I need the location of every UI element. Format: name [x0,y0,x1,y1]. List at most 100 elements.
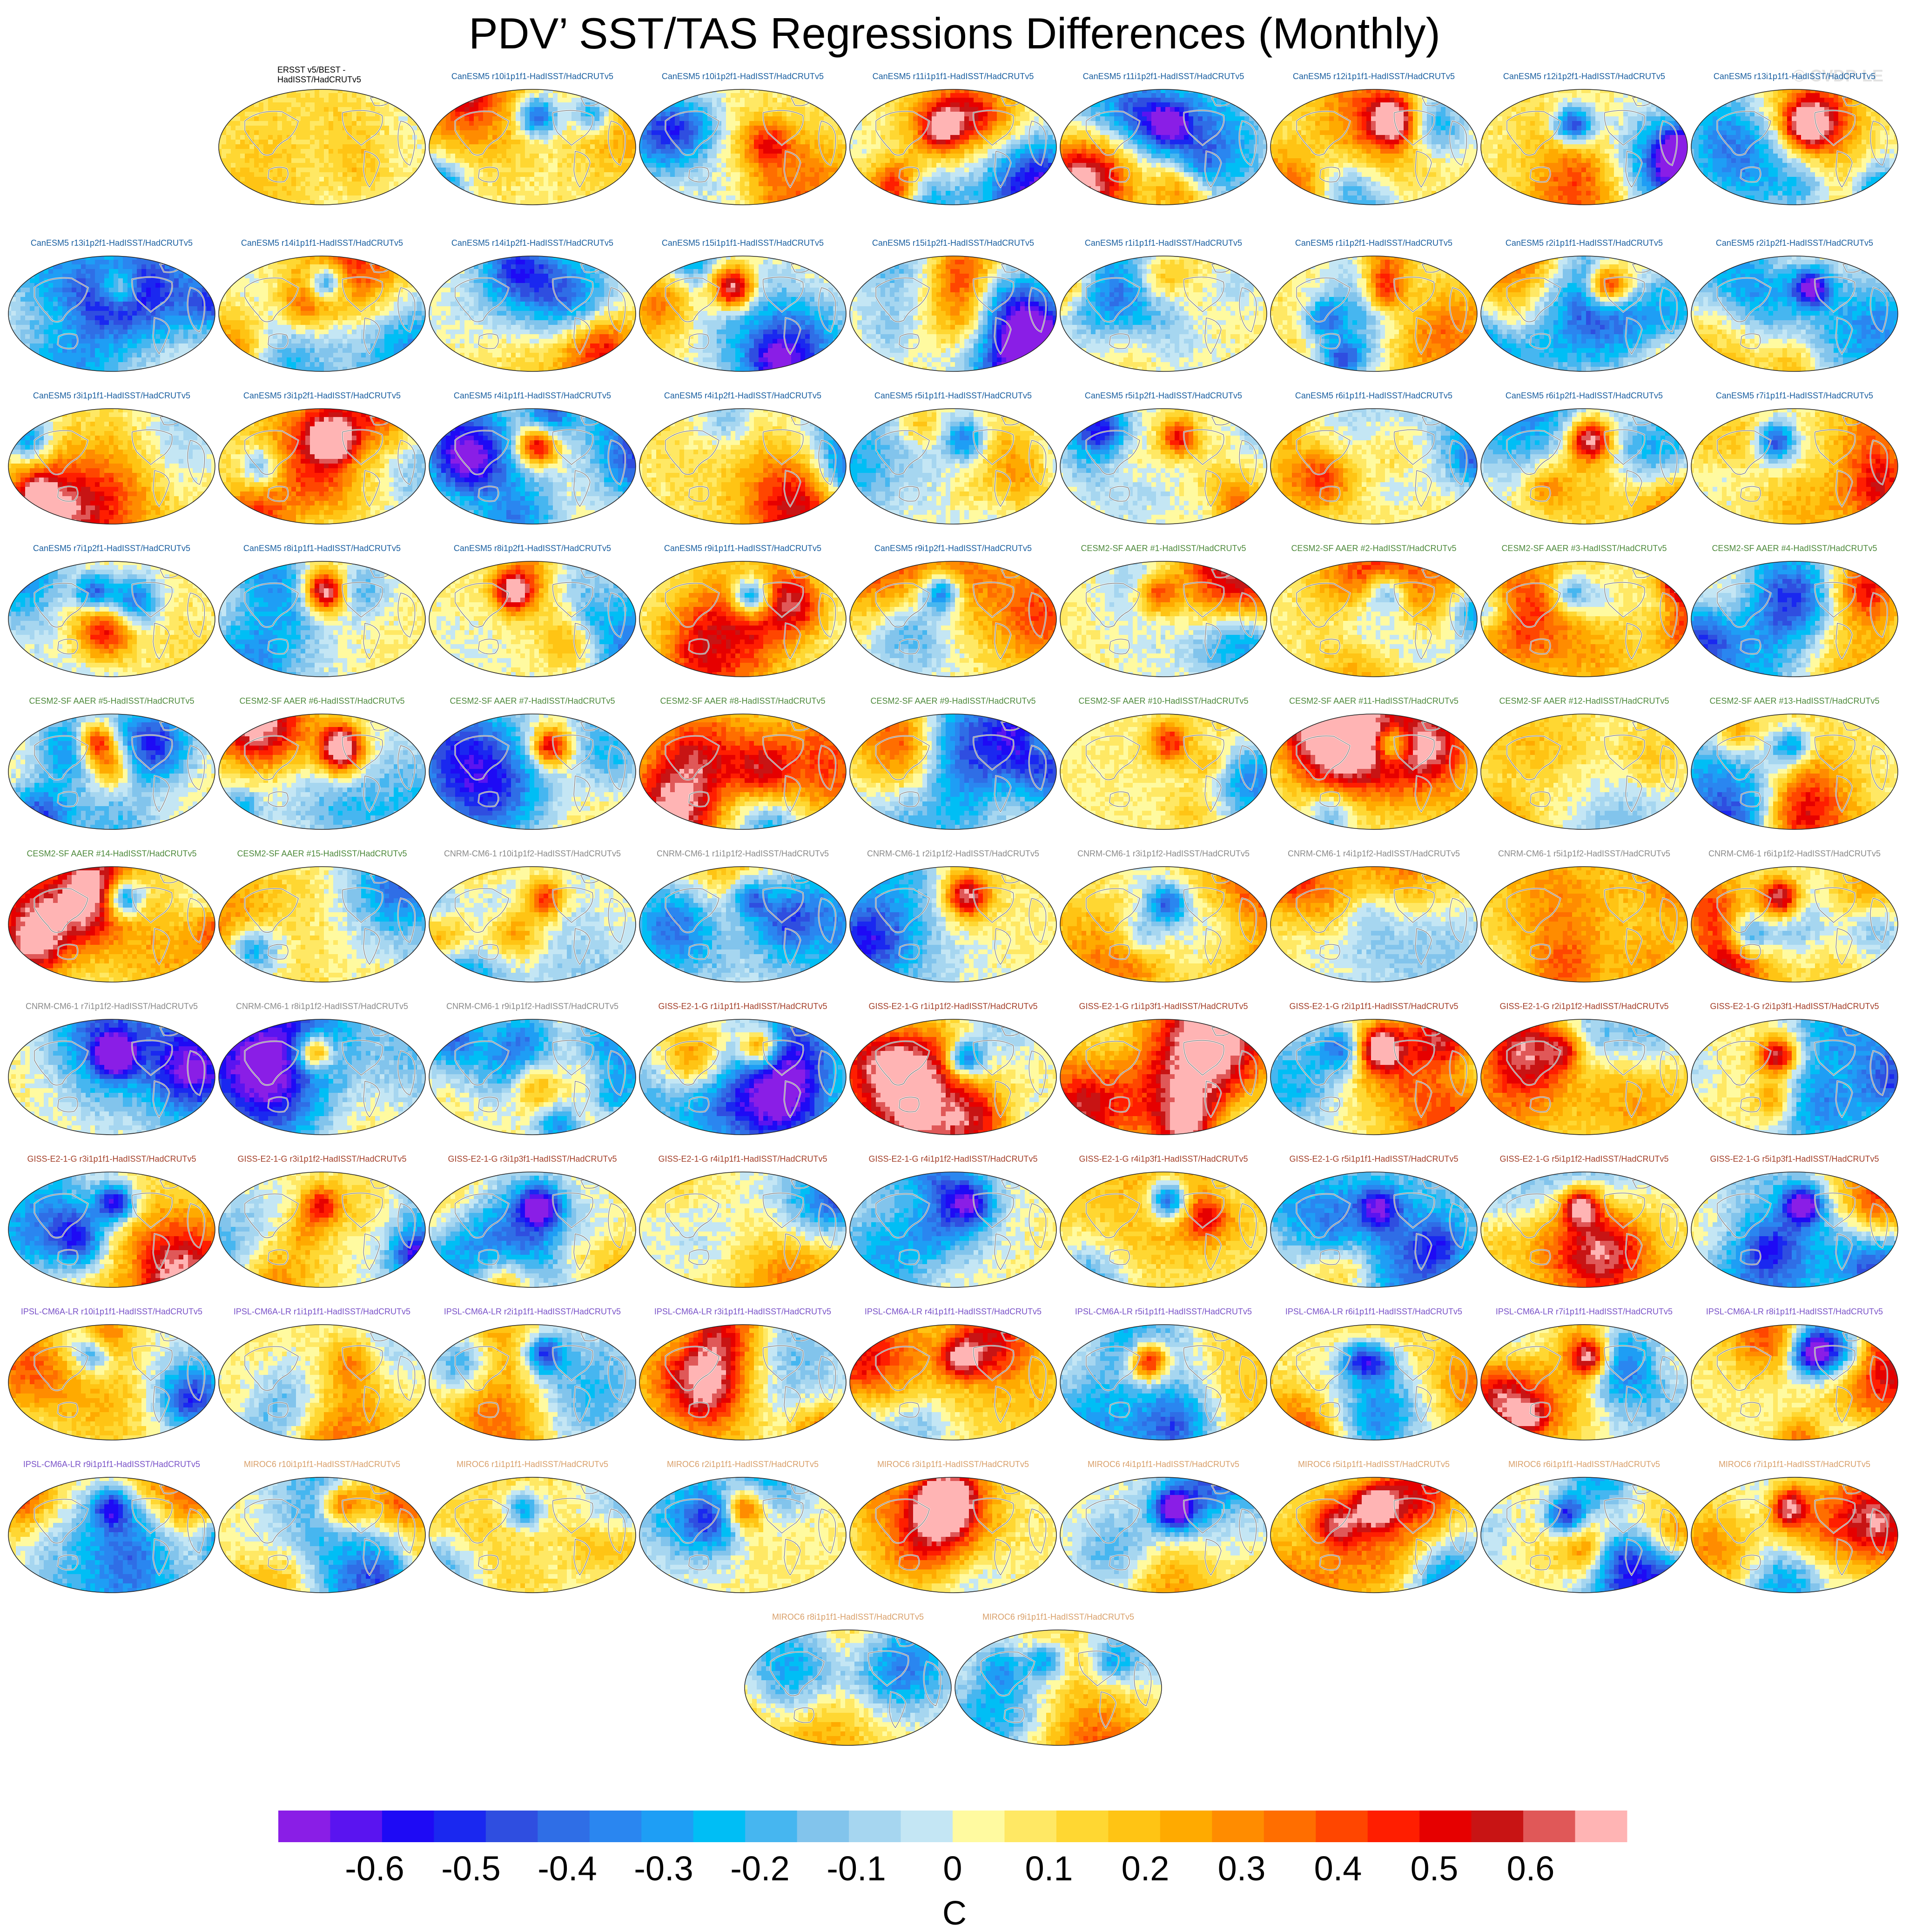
global-map [953,1629,1163,1746]
map-panel-title: GISS-E2-1-G r3i1p3f1-HadISST/HadCRUTv5 [418,1154,647,1164]
colorbar-box [278,1811,330,1842]
map-panel-title: CanESM5 r11i1p1f1-HadISST/HadCRUTv5 [839,72,1068,81]
global-map [427,560,638,678]
map-panel: IPSL-CM6A-LR r9i1p1f1-HadISST/HadCRUTv5 [7,1460,217,1609]
map-panel: CESM2-SF AAER #3-HadISST/HadCRUTv5 [1479,544,1689,693]
map-panel: MIROC6 r5i1p1f1-HadISST/HadCRUTv5 [1269,1460,1479,1609]
map-panel: CanESM5 r1i1p1f1-HadISST/HadCRUTv5 [1058,238,1269,387]
map-panel-title: IPSL-CM6A-LR r6i1p1f1-HadISST/HadCRUTv5 [1259,1307,1488,1317]
global-map [638,560,848,678]
map-panel: CanESM5 r4i1p1f1-HadISST/HadCRUTv5 [427,391,638,540]
map-panel-title: CanESM5 r12i1p2f1-HadISST/HadCRUTv5 [1470,72,1699,81]
map-panel: CNRM-CM6-1 r7i1p1f2-HadISST/HadCRUTv5 [7,1002,217,1151]
map-panel: GISS-E2-1-G r2i1p1f1-HadISST/HadCRUTv5 [1269,1002,1479,1151]
map-panel-title: CESM2-SF AAER #13-HadISST/HadCRUTv5 [1680,696,1909,706]
map-panel-title: GISS-E2-1-G r3i1p1f1-HadISST/HadCRUTv5 [0,1154,226,1164]
map-panel: CanESM5 r9i1p2f1-HadISST/HadCRUTv5 [848,544,1058,693]
map-panel-title: CanESM5 r1i1p2f1-HadISST/HadCRUTv5 [1259,238,1488,248]
global-map [217,255,427,372]
global-map [217,88,427,206]
map-panel-title: GISS-E2-1-G r1i1p3f1-HadISST/HadCRUTv5 [1049,1002,1278,1011]
map-panel-title: CanESM5 r5i1p2f1-HadISST/HadCRUTv5 [1049,391,1278,401]
colorbar-tick-label: 0.4 [1314,1849,1362,1888]
map-panel: CanESM5 r7i1p2f1-HadISST/HadCRUTv5 [7,544,217,693]
global-map [427,1018,638,1136]
global-map [217,1171,427,1288]
map-panel: CanESM5 r9i1p1f1-HadISST/HadCRUTv5 [638,544,848,693]
map-panel: CanESM5 r5i1p1f1-HadISST/HadCRUTv5 [848,391,1058,540]
global-map [1689,1476,1900,1594]
map-panel: CESM2-SF AAER #7-HadISST/HadCRUTv5 [427,696,638,845]
map-panel: CanESM5 r8i1p2f1-HadISST/HadCRUTv5 [427,544,638,693]
global-map [848,866,1058,983]
map-panel: CESM2-SF AAER #6-HadISST/HadCRUTv5 [217,696,427,845]
map-panel: MIROC6 r6i1p1f1-HadISST/HadCRUTv5 [1479,1460,1689,1609]
map-panel: CanESM5 r10i1p2f1-HadISST/HadCRUTv5 [638,72,848,221]
global-map [1269,1476,1479,1594]
global-map [217,1324,427,1441]
map-panel: CanESM5 r11i1p2f1-HadISST/HadCRUTv5 [1058,72,1269,221]
map-panel: MIROC6 r9i1p1f1-HadISST/HadCRUTv5 [953,1612,1163,1761]
map-panel: MIROC6 r8i1p1f1-HadISST/HadCRUTv5 [743,1612,953,1761]
global-map [1479,1018,1689,1136]
map-panel: CNRM-CM6-1 r8i1p1f2-HadISST/HadCRUTv5 [217,1002,427,1151]
global-map [217,1018,427,1136]
map-panel-title: CanESM5 r2i1p1f1-HadISST/HadCRUTv5 [1470,238,1699,248]
global-map [1479,866,1689,983]
map-panel: CanESM5 r11i1p1f1-HadISST/HadCRUTv5 [848,72,1058,221]
map-panel-title: CanESM5 r6i1p2f1-HadISST/HadCRUTv5 [1470,391,1699,401]
global-map [427,866,638,983]
map-panel: GISS-E2-1-G r5i1p1f1-HadISST/HadCRUTv5 [1269,1154,1479,1303]
map-panel-title: CESM2-SF AAER #2-HadISST/HadCRUTv5 [1259,544,1488,553]
global-map [1058,560,1269,678]
map-panel: CanESM5 r3i1p1f1-HadISST/HadCRUTv5 [7,391,217,540]
global-map [1479,560,1689,678]
map-panel-title: IPSL-CM6A-LR r1i1p1f1-HadISST/HadCRUTv5 [208,1307,437,1317]
map-panel-title: CESM2-SF AAER #14-HadISST/HadCRUTv5 [0,849,226,859]
map-panel-title: MIROC6 r3i1p1f1-HadISST/HadCRUTv5 [839,1460,1068,1469]
map-panel-title: CanESM5 r9i1p1f1-HadISST/HadCRUTv5 [628,544,857,553]
map-panel-title: GISS-E2-1-G r4i1p3f1-HadISST/HadCRUTv5 [1049,1154,1278,1164]
map-panel-title: CanESM5 r6i1p1f1-HadISST/HadCRUTv5 [1259,391,1488,401]
map-panel: IPSL-CM6A-LR r5i1p1f1-HadISST/HadCRUTv5 [1058,1307,1269,1456]
map-panel: GISS-E2-1-G r2i1p1f2-HadISST/HadCRUTv5 [1479,1002,1689,1151]
map-panel: CanESM5 r1i1p2f1-HadISST/HadCRUTv5 [1269,238,1479,387]
map-panel-title: IPSL-CM6A-LR r2i1p1f1-HadISST/HadCRUTv5 [418,1307,647,1317]
map-panel-title: CanESM5 r14i1p1f1-HadISST/HadCRUTv5 [208,238,437,248]
global-map [848,713,1058,830]
map-panel-title: CanESM5 r4i1p1f1-HadISST/HadCRUTv5 [418,391,647,401]
map-panel: CanESM5 r15i1p1f1-HadISST/HadCRUTv5 [638,238,848,387]
map-panel-title: CNRM-CM6-1 r7i1p1f2-HadISST/HadCRUTv5 [0,1002,226,1011]
map-panel: IPSL-CM6A-LR r4i1p1f1-HadISST/HadCRUTv5 [848,1307,1058,1456]
map-panel-title: CanESM5 r3i1p1f1-HadISST/HadCRUTv5 [0,391,226,401]
map-panel-title: CanESM5 r8i1p1f1-HadISST/HadCRUTv5 [208,544,437,553]
global-map [1479,1171,1689,1288]
global-map [1479,1476,1689,1594]
colorbar-box [797,1811,849,1842]
colorbar-tick-label: 0.1 [1025,1849,1073,1888]
map-panel: CESM2-SF AAER #15-HadISST/HadCRUTv5 [217,849,427,998]
colorbar-box [1575,1811,1627,1842]
map-panel-title: GISS-E2-1-G r3i1p1f2-HadISST/HadCRUTv5 [208,1154,437,1164]
map-panel-title: CESM2-SF AAER #10-HadISST/HadCRUTv5 [1049,696,1278,706]
map-panel: GISS-E2-1-G r4i1p1f2-HadISST/HadCRUTv5 [848,1154,1058,1303]
global-map [1058,1018,1269,1136]
colorbar-box [590,1811,642,1842]
global-map [1479,88,1689,206]
map-panel-title: CNRM-CM6-1 r10i1p1f2-HadISST/HadCRUTv5 [418,849,647,859]
map-panel-title: IPSL-CM6A-LR r7i1p1f1-HadISST/HadCRUTv5 [1470,1307,1699,1317]
colorbar-box [1368,1811,1420,1842]
global-map [1058,866,1269,983]
map-panel: CNRM-CM6-1 r4i1p1f2-HadISST/HadCRUTv5 [1269,849,1479,998]
global-map [1479,1324,1689,1441]
map-panel: MIROC6 r7i1p1f1-HadISST/HadCRUTv5 [1689,1460,1900,1609]
colorbar-tick-label: 0.2 [1122,1849,1170,1888]
colorbar-box [486,1811,538,1842]
map-panel: IPSL-CM6A-LR r2i1p1f1-HadISST/HadCRUTv5 [427,1307,638,1456]
map-panel: CNRM-CM6-1 r9i1p1f2-HadISST/HadCRUTv5 [427,1002,638,1151]
map-panel: IPSL-CM6A-LR r10i1p1f1-HadISST/HadCRUTv5 [7,1307,217,1456]
map-panel-title: MIROC6 r8i1p1f1-HadISST/HadCRUTv5 [733,1612,962,1622]
map-panel-title: CanESM5 r7i1p1f1-HadISST/HadCRUTv5 [1680,391,1909,401]
colorbar-box [538,1811,590,1842]
map-panel-title: GISS-E2-1-G r1i1p1f2-HadISST/HadCRUTv5 [839,1002,1068,1011]
